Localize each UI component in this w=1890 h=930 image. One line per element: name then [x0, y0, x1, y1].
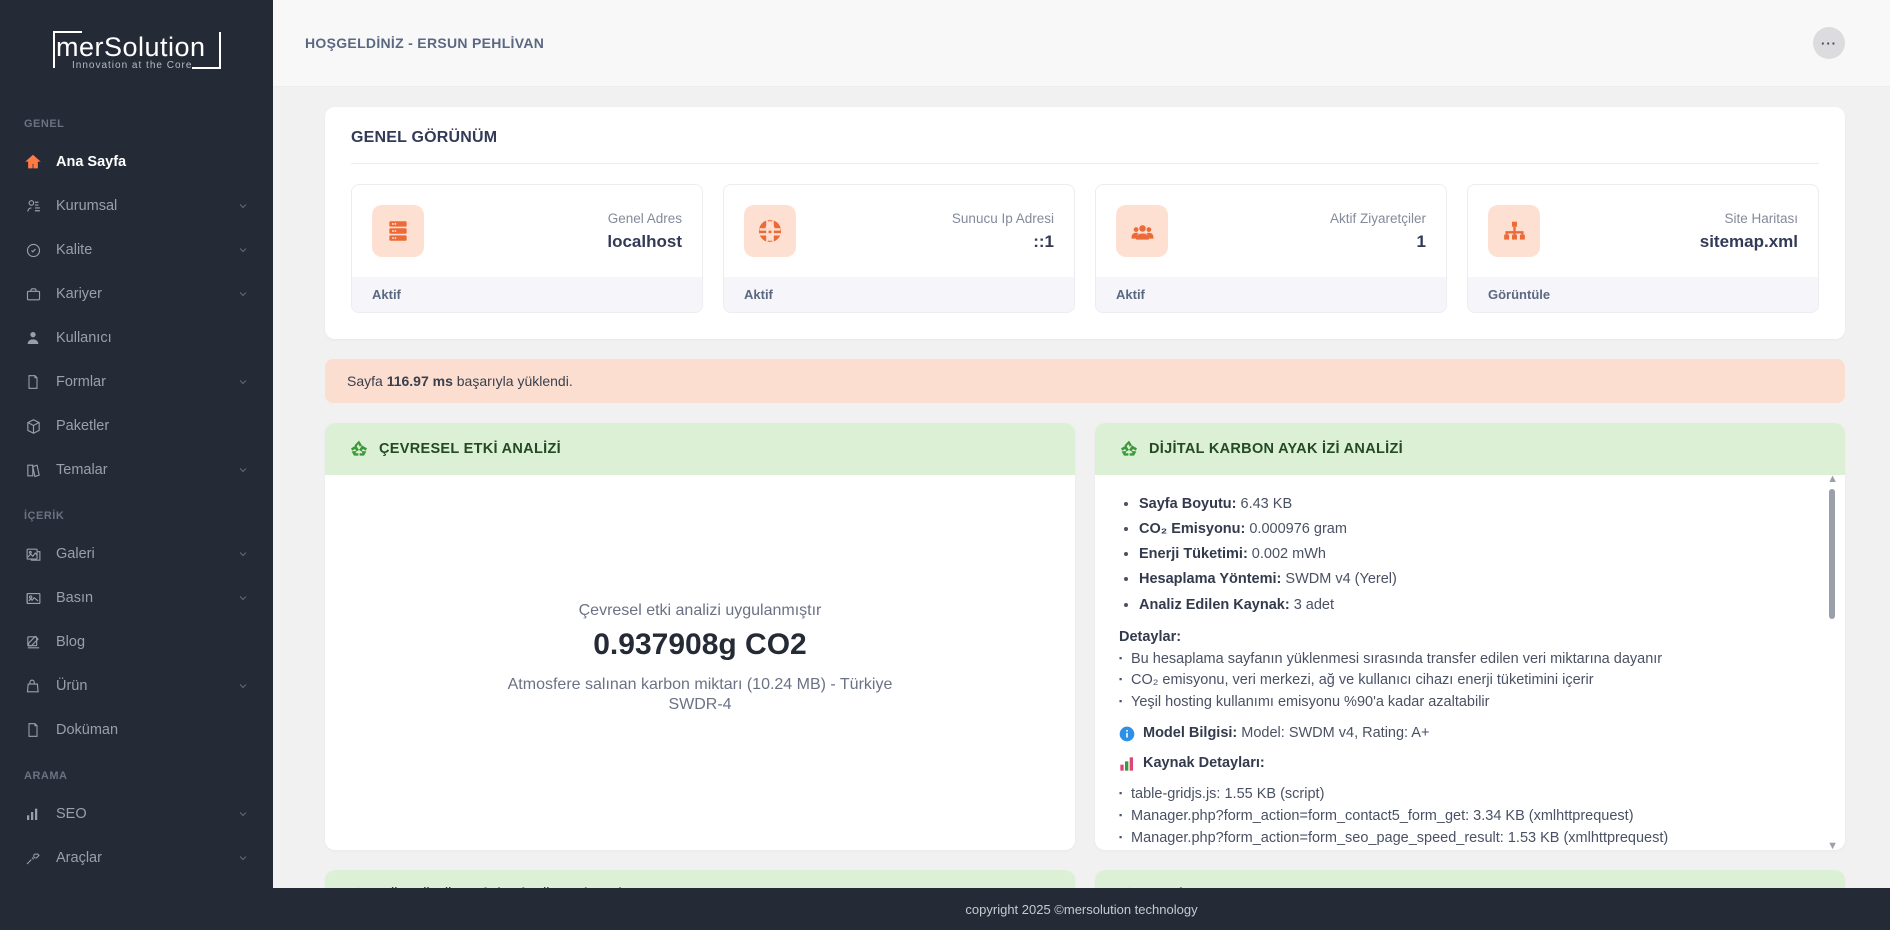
svg-text:Innovation at the Core: Innovation at the Core — [72, 60, 192, 71]
svg-text:merSolution: merSolution — [56, 32, 206, 62]
